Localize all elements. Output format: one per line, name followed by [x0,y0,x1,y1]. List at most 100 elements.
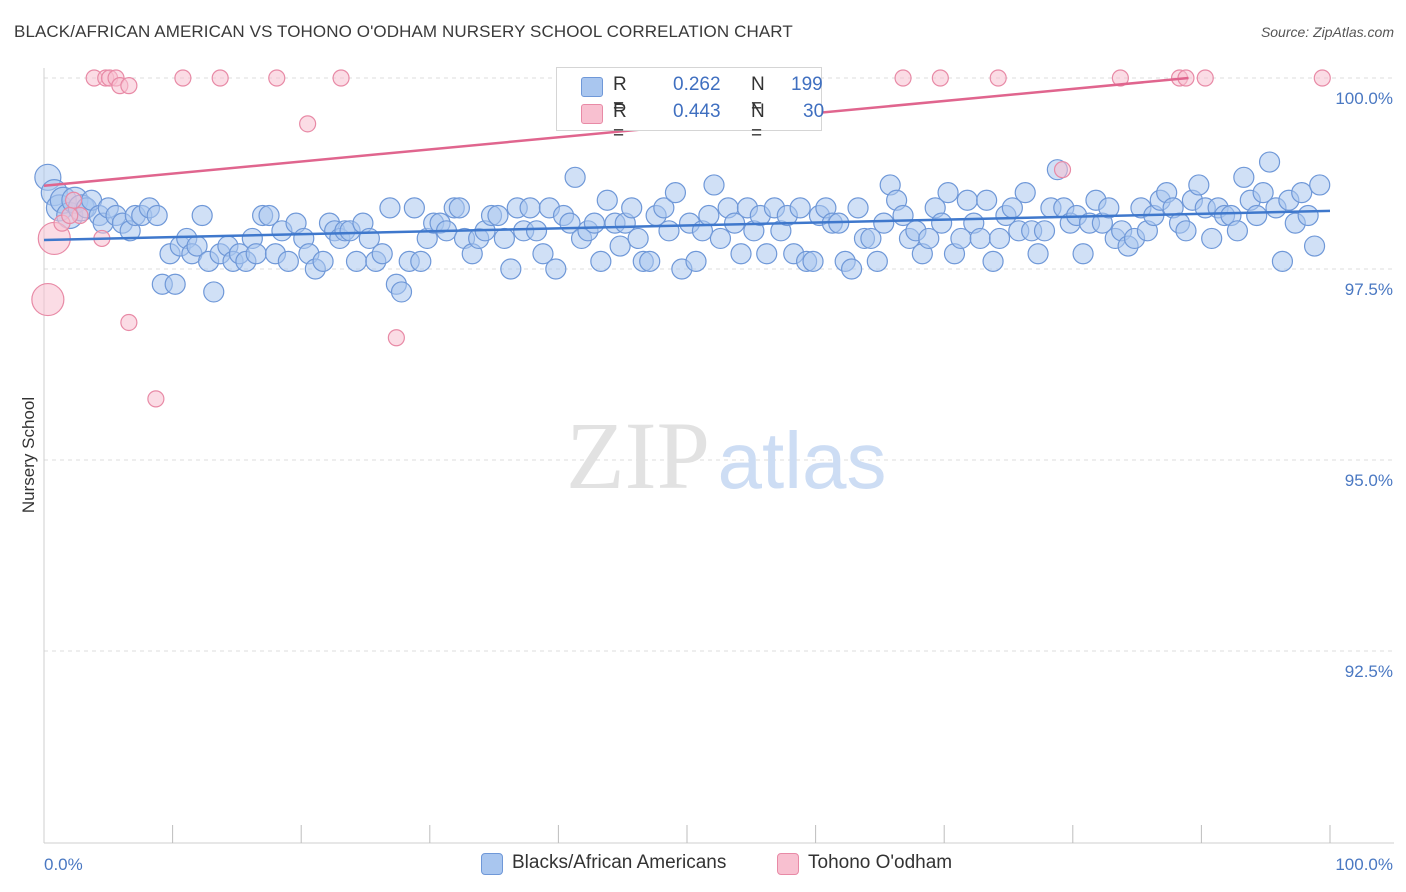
point-blacks [403,197,425,219]
grid-lines [44,77,1394,652]
point-blacks [448,197,470,219]
y-tick-label: 97.5% [1345,280,1393,299]
point-tohono [31,282,65,317]
point-blacks [609,235,631,257]
point-blacks [1226,220,1249,242]
point-blacks [500,258,522,280]
point-blacks [931,212,953,234]
point-blacks [1258,151,1281,173]
chart-title: BLACK/AFRICAN AMERICAN VS TOHONO O'ODHAM… [14,22,793,41]
point-blacks [969,227,991,250]
point-tohono [61,206,79,225]
bottom-legend-label-tohono: Tohono O'odham [808,852,953,873]
point-blacks [564,166,586,188]
y-tick-label: 100.0% [1335,89,1393,108]
point-blacks [1233,166,1255,188]
y-axis-label: Nursery School [19,397,38,513]
point-blacks [191,204,213,227]
point-blacks [976,189,998,211]
y-tick-label: 92.5% [1345,662,1393,681]
point-tohono [120,313,138,332]
point-blacks [1027,243,1049,265]
point-blacks [146,204,168,227]
point-tohono [1313,69,1331,87]
legend-n-value: 30 [803,101,825,122]
point-blacks [658,220,680,242]
point-blacks [245,243,267,265]
legend-swatch-blacks [581,77,603,97]
point-blacks [789,197,811,219]
stats-legend: R = 0.262 N = 199 R = 0.443 N = 30 [556,67,825,144]
trend-line-blacks [43,209,1331,242]
point-blacks [345,250,368,272]
point-blacks [1297,204,1319,227]
point-tohono [1053,161,1072,179]
point-blacks [847,197,869,219]
point-blacks [1291,182,1313,204]
trend-lines [43,76,1331,242]
point-blacks [164,273,186,295]
point-blacks [956,189,978,211]
point-blacks [1098,197,1120,219]
point-blacks [525,220,548,242]
y-tick-labels: 92.5% 95.0% 97.5% 100.0% [1335,89,1393,681]
point-blacks [390,281,413,303]
point-tohono [147,390,165,408]
point-blacks [1201,227,1223,250]
point-tohono [64,191,83,209]
point-blacks [1309,174,1331,196]
point-blacks [1072,243,1094,265]
point-blacks [1175,220,1197,242]
point-blacks [664,182,687,204]
point-tohono [931,69,949,87]
point-blacks [545,258,567,280]
point-blacks [203,281,225,303]
point-blacks [532,243,554,265]
point-blacks [982,250,1004,272]
point-blacks [627,227,649,250]
point-blacks [866,250,888,272]
point-blacks [1252,182,1274,204]
watermark-zip: ZIP [566,402,710,509]
point-blacks [756,243,778,265]
point-blacks [590,250,612,272]
point-tohono [120,77,138,95]
point-blacks [487,204,509,227]
point-blacks [860,227,882,250]
legend-r-value: 0.262 [673,74,721,95]
point-blacks [730,243,752,265]
point-blacks [937,182,959,204]
bottom-legend-swatch-blacks [481,853,503,875]
trend-line-tohono [43,76,1189,187]
point-blacks [621,197,643,219]
x-tick-min: 0.0% [44,855,83,874]
point-blacks [988,227,1011,250]
point-blacks [277,250,299,272]
point-tohono [989,69,1007,87]
bottom-legend-label-blacks: Blacks/African Americans [512,852,727,873]
point-blacks [1271,250,1294,272]
source-credit: Source: ZipAtlas.com [1260,24,1394,40]
y-tick-label: 95.0% [1345,471,1393,490]
point-tohono [174,69,192,87]
watermark-atlas: atlas [718,416,887,505]
point-blacks [312,250,334,272]
point-tohono [387,329,405,347]
series-tohono-points [31,69,1331,408]
legend-swatch-tohono [581,104,603,124]
legend-n-label: N = [751,74,765,117]
point-blacks [519,197,541,219]
point-tohono [299,115,317,133]
legend-n-label: N = [751,101,765,144]
point-blacks [703,174,725,196]
legend-n-value: 199 [791,74,823,95]
point-blacks [709,227,732,250]
point-blacks [583,212,606,234]
point-tohono [1111,69,1129,87]
point-tohono [268,69,286,87]
series-blacks-points [34,151,1331,303]
point-blacks [841,258,863,280]
point-blacks [410,250,432,272]
point-tohono [1196,69,1214,87]
